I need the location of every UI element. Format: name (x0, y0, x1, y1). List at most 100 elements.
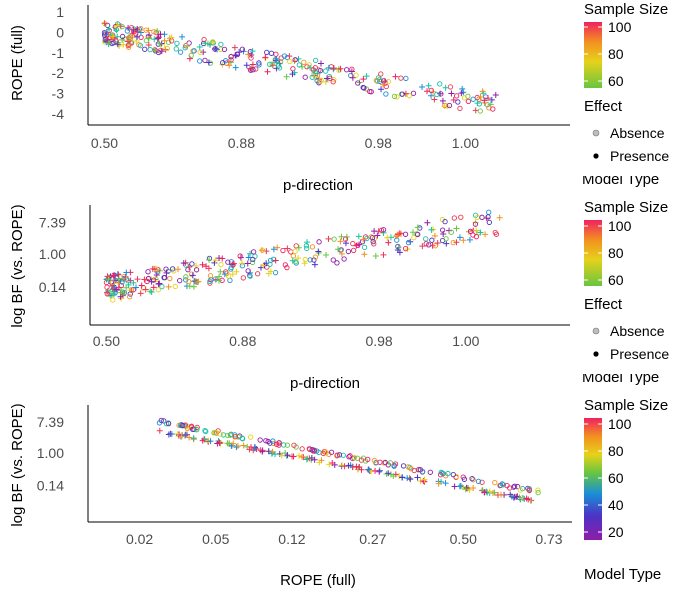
absence-point (228, 54, 234, 60)
absence-point (156, 420, 163, 426)
absence-point (193, 426, 199, 432)
presence-point (229, 271, 236, 278)
presence-point (360, 236, 367, 243)
presence-point (274, 244, 281, 251)
presence-point (134, 33, 141, 40)
presence-point (481, 489, 488, 496)
presence-point (178, 433, 185, 440)
presence-point (289, 71, 296, 78)
presence-point (267, 268, 274, 275)
panel-1-legend: Sample Size 100 80 60 Effect Absence Pre… (582, 1, 669, 188)
absence-point (220, 60, 226, 66)
y-tick-label: 0 (56, 24, 64, 40)
presence-point (466, 236, 473, 243)
absence-point (121, 274, 127, 280)
absence-point (497, 482, 503, 489)
presence-point (264, 68, 271, 75)
panel-2-y-label: log BF (vs. ROPE) (9, 204, 26, 327)
absence-point (186, 278, 192, 285)
absence-point (423, 236, 429, 242)
absence-point (526, 486, 533, 492)
presence-point (349, 74, 356, 81)
absence-point (360, 84, 366, 91)
absence-point (270, 440, 277, 446)
presence-point (303, 456, 310, 463)
presence-point (240, 442, 247, 449)
presence-point (156, 427, 163, 434)
x-tick-label: 1.00 (452, 333, 479, 349)
absence-point (322, 68, 329, 74)
absence-point (143, 37, 149, 44)
presence-point (195, 278, 202, 285)
absence-point (381, 78, 387, 84)
presence-point (421, 476, 428, 483)
absence-point (342, 236, 349, 242)
presence-point (482, 231, 489, 238)
presence-point (429, 242, 436, 249)
absence-point (272, 270, 279, 276)
absence-point (193, 267, 200, 273)
absence-point (177, 278, 183, 284)
presence-point (234, 443, 241, 450)
presence-point (150, 284, 157, 291)
panel-2-colorbar-tick: 100 (608, 218, 632, 234)
absence-point (250, 249, 257, 255)
absence-point (383, 83, 389, 90)
presence-point (134, 25, 141, 32)
absence-point (225, 259, 231, 265)
absence-point (472, 221, 479, 227)
absence-point (172, 283, 178, 290)
panel-2-y-ticks: 7.39 1.00 0.14 (39, 214, 66, 295)
panel-1-shape-legend-item: Presence (610, 148, 669, 164)
absence-point (423, 241, 429, 247)
absence-point (500, 482, 507, 488)
presence-point (154, 28, 161, 35)
absence-point (465, 98, 472, 105)
presence-point (175, 266, 182, 273)
absence-point (440, 227, 446, 233)
panel-3-colorbar-tick: 20 (608, 524, 624, 540)
absence-point (453, 93, 460, 99)
presence-point (114, 41, 121, 48)
panel-3-colorbar-tick: 60 (608, 470, 624, 486)
presence-point (473, 227, 480, 234)
presence-key-icon (593, 351, 599, 357)
absence-point (415, 231, 421, 238)
presence-point (290, 453, 297, 460)
presence-point (226, 62, 233, 69)
panel-2-colorbar-tick: 80 (608, 245, 624, 261)
absence-point (331, 236, 337, 242)
panel-3-x-label: ROPE (full) (280, 572, 356, 589)
x-tick-label: 0.50 (91, 135, 118, 151)
presence-key-icon (593, 153, 599, 159)
absence-point (104, 284, 110, 290)
absence-point (405, 464, 411, 470)
presence-point (221, 271, 228, 278)
absence-point (207, 280, 213, 286)
presence-point (200, 49, 207, 56)
absence-point (221, 46, 228, 52)
absence-point (147, 46, 153, 53)
absence-point (212, 46, 218, 52)
presence-point (156, 40, 163, 47)
absence-point (126, 35, 132, 41)
presence-point (360, 76, 367, 83)
presence-point (180, 260, 187, 267)
presence-point (168, 431, 175, 438)
absence-point (301, 59, 307, 65)
absence-point (107, 292, 114, 298)
absence-point (127, 34, 133, 40)
absence-point (153, 276, 159, 283)
absence-point (470, 477, 476, 483)
presence-point (161, 37, 168, 44)
absence-point (340, 452, 346, 458)
absence-point (443, 236, 449, 242)
presence-point (244, 260, 251, 267)
absence-point (293, 258, 299, 265)
presence-point (348, 68, 355, 75)
absence-point (250, 256, 256, 263)
presence-point (205, 59, 212, 66)
presence-point (298, 453, 305, 460)
absence-point (125, 44, 132, 50)
presence-point (125, 281, 132, 288)
